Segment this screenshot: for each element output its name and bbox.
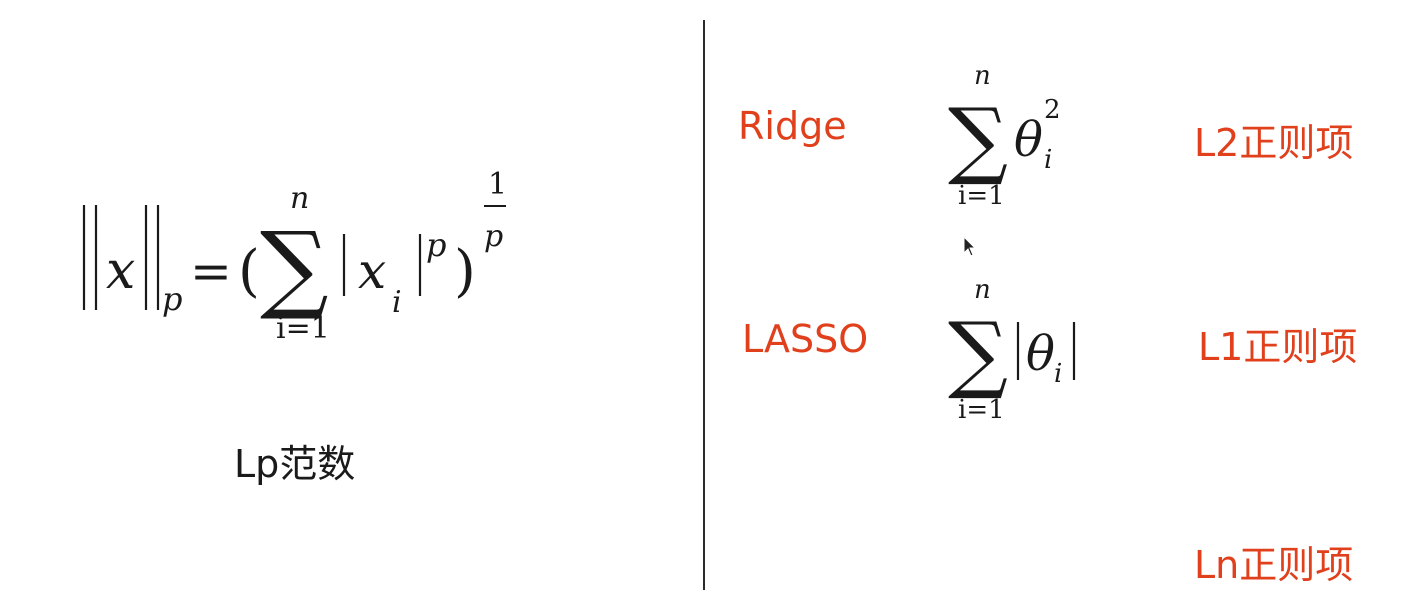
sum-lower-limit: i=1 [958,395,1005,424]
outer-exp-denominator: p [484,219,503,254]
summation-icon: ∑ [260,211,329,323]
inner-variable: x [358,242,386,300]
mouse-pointer-icon [963,236,975,257]
theta-power: 2 [1044,95,1061,125]
lasso-formula: n ∑ i=1 θ i [948,275,1076,424]
vertical-divider [703,20,705,590]
theta-symbol: θ [1014,112,1043,168]
theta-subscript: i [1044,145,1052,175]
sum-lower-limit: i=1 [276,311,330,346]
ridge-formula: n ∑ i=1 θ 2 i [948,61,1061,210]
sum-lower-limit: i=1 [958,181,1005,210]
norm-subscript: p [162,280,182,318]
open-paren: ( [238,239,260,304]
close-paren: ) [454,239,476,304]
sum-upper-limit: n [974,61,991,91]
summation-icon: ∑ [948,304,1008,402]
outer-exp-numerator: 1 [488,167,507,202]
norm-variable: x [106,241,135,301]
theta-subscript: i [1054,359,1062,389]
ln-regularizer-label: Ln正则项 [1194,543,1354,587]
theta-symbol: θ [1026,326,1055,382]
inner-power: p [426,226,446,264]
lp-norm-formula: x p = ( n ∑ i=1 x i p ) 1 p [82,167,507,346]
inner-subscript: i [392,285,402,320]
sum-upper-limit: n [974,275,991,305]
sum-upper-limit: n [290,181,309,216]
l2-regularizer-label: L2正则项 [1194,121,1354,165]
lasso-label: LASSO [742,317,869,361]
lp-norm-caption: Lp范数 [234,442,356,486]
ridge-label: Ridge [738,104,847,148]
equals-sign: = [190,242,232,300]
l1-regularizer-label: L1正则项 [1198,325,1358,369]
summation-icon: ∑ [948,90,1008,188]
